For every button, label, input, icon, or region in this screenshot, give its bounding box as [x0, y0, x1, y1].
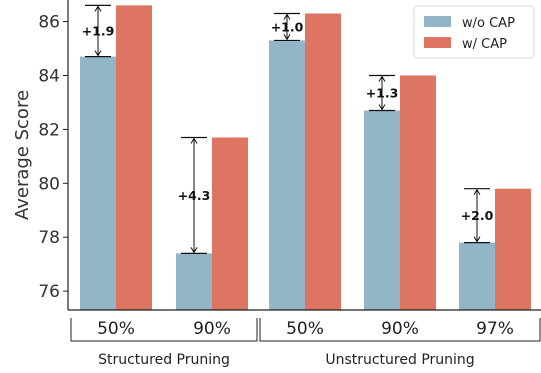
group-bracket-line	[259, 318, 541, 342]
improvement-annotation-0: +1.9	[82, 4, 115, 58]
y-tick-label: 84	[38, 66, 60, 86]
group-label: Unstructured Pruning	[325, 352, 474, 368]
annotation-arrow-up	[94, 5, 102, 12]
y-tick-label: 78	[38, 228, 60, 248]
annotation-label: +1.0	[271, 19, 304, 34]
y-axis-title: Average Score	[12, 90, 33, 220]
annotation-arrow-down	[190, 247, 198, 254]
annotation-label: +4.3	[178, 188, 211, 203]
improvement-annotation-2: +1.0	[271, 12, 304, 42]
bar-wo-cap-4	[459, 242, 495, 310]
y-tick-label: 86	[38, 13, 60, 33]
group-bracket-0: Structured Pruning	[70, 318, 258, 368]
bar-wo-cap-0	[80, 56, 116, 310]
annotation-arrow-down	[283, 34, 291, 41]
group-bracket-line	[70, 318, 258, 342]
x-category-label-1: 90%	[193, 319, 231, 339]
bar-wo-cap-2	[269, 40, 305, 310]
annotation-arrow-up	[378, 75, 386, 82]
bar-w-cap-1	[212, 137, 248, 310]
improvement-annotation-3: +1.3	[366, 74, 399, 112]
bar-w-cap-0	[116, 5, 152, 311]
annotation-arrow-up	[473, 188, 481, 195]
y-tick-label: 80	[38, 174, 60, 194]
axes-layer: 76 78 80 82 84 86 Average Score 50% 90% 50% 90% 97%…	[12, 0, 541, 368]
annotations-layer: +1.9 +4.3 +1.0 +1.3 +2.0	[82, 4, 494, 254]
improvement-annotation-1: +4.3	[178, 136, 211, 254]
legend-swatch-1	[424, 37, 451, 48]
annotation-arrow-down	[378, 104, 386, 111]
bar-w-cap-3	[400, 75, 436, 310]
annotation-label: +2.0	[461, 208, 494, 223]
improvement-annotation-4: +2.0	[461, 188, 494, 244]
bar-wo-cap-3	[364, 110, 400, 311]
bar-wo-cap-1	[176, 253, 212, 310]
annotation-arrow-up	[190, 137, 198, 144]
legend-label-1: w/ CAP	[462, 37, 507, 52]
x-category-label-3: 90%	[381, 319, 419, 339]
x-category-label-2: 50%	[286, 319, 324, 339]
x-category-label-0: 50%	[97, 319, 135, 339]
legend-label-0: w/o CAP	[462, 16, 515, 31]
annotation-arrow-down	[94, 50, 102, 57]
x-category-label-4: 97%	[476, 319, 514, 339]
y-tick-label: 76	[38, 282, 60, 302]
annotation-arrow-up	[283, 13, 291, 20]
legend: w/o CAP w/ CAP	[413, 5, 535, 59]
bar-w-cap-4	[495, 188, 531, 310]
annotation-arrow-down	[473, 236, 481, 243]
bars-layer	[80, 5, 531, 311]
bar-w-cap-2	[305, 13, 341, 310]
annotation-label: +1.9	[82, 24, 115, 39]
annotation-label: +1.3	[366, 86, 399, 101]
group-label: Structured Pruning	[98, 352, 230, 368]
legend-swatch-0	[424, 16, 451, 27]
y-tick-label: 82	[38, 120, 60, 140]
group-bracket-1: Unstructured Pruning	[259, 318, 541, 368]
